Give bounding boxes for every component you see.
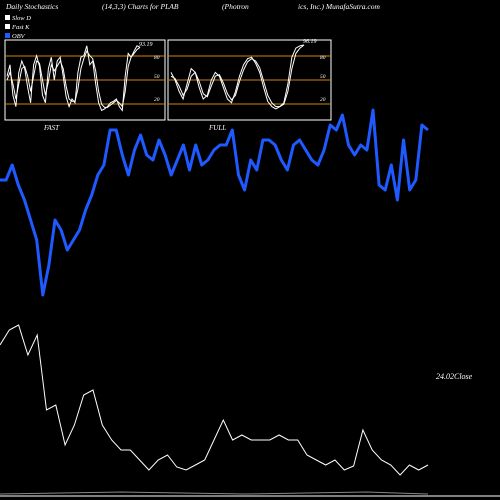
panel-fast-fast-k-line	[6, 45, 141, 112]
panel-full: 80 50 20 96.19 FULL	[167, 39, 332, 132]
obv-line	[0, 108, 429, 297]
panel-fast-label-20: 20	[154, 97, 160, 103]
close-label: 24.02Close	[436, 372, 473, 381]
header-right-b: ics, Inc.) MunafaSutra.com	[298, 2, 380, 11]
legend-label-slow-d: Slow D	[12, 15, 31, 22]
legend: Slow D Fast K OBV	[5, 15, 31, 40]
panel-full-slow-d-line	[170, 44, 305, 108]
legend-swatch-fast-k	[5, 24, 10, 29]
panel-fast-title: FAST	[43, 124, 60, 132]
panel-full-label-20: 20	[320, 97, 326, 103]
panel-full-label-50: 50	[320, 74, 326, 80]
legend-label-fast-k: Fast K	[11, 24, 30, 31]
panel-full-last-value: 96.19	[303, 39, 317, 45]
close-price-line	[0, 324, 429, 476]
legend-swatch-slow-d	[5, 15, 10, 20]
main-plot: 24.02Close	[0, 108, 500, 497]
header-left: Daily Stochastics	[5, 2, 58, 11]
panel-full-title: FULL	[208, 124, 226, 132]
panel-full-label-80: 80	[320, 55, 326, 61]
chart-header: Daily Stochastics (14,3,3) Charts for PL…	[5, 2, 380, 11]
volume-strip	[0, 491, 429, 495]
header-right-a: (Photron	[222, 2, 249, 11]
panel-fast-label-50: 50	[154, 74, 160, 80]
header-mid: (14,3,3) Charts for PLAB	[102, 2, 179, 11]
panel-fast-label-80: 80	[154, 55, 160, 61]
panel-fast-last-value: 93.19	[139, 42, 153, 48]
legend-swatch-obv	[5, 33, 10, 38]
legend-label-obv: OBV	[12, 33, 26, 40]
panel-full-fast-k-line	[170, 44, 305, 110]
panel-fast: 80 50 20 93.19 FAST	[4, 39, 166, 132]
